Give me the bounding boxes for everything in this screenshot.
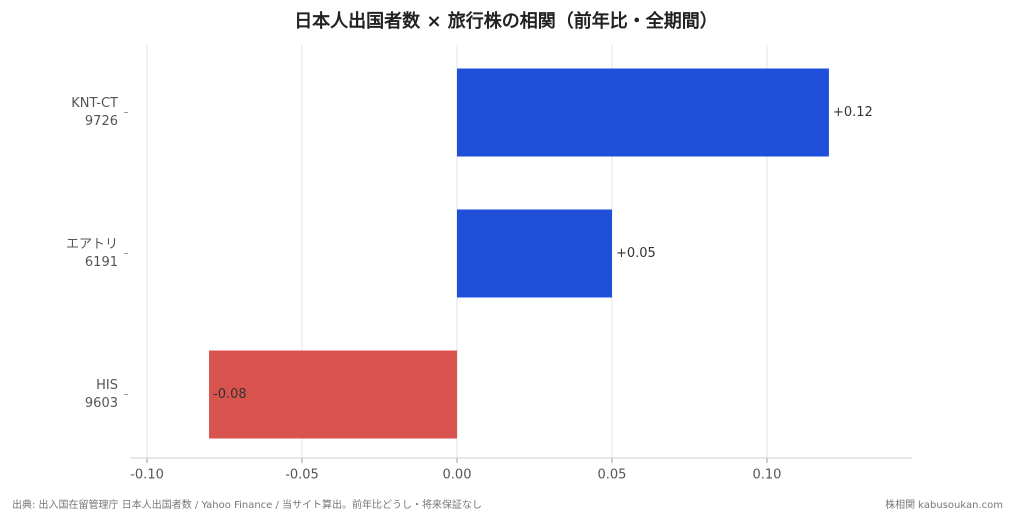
y-tick-label: HIS bbox=[96, 378, 118, 393]
y-tick-label: 9603 bbox=[85, 396, 118, 411]
y-tick-label: 9726 bbox=[85, 114, 118, 129]
chart-title: 日本人出国者数 × 旅行株の相関（前年比・全期間） bbox=[294, 10, 718, 32]
x-tick-label: -0.05 bbox=[285, 468, 319, 483]
value-label: +0.05 bbox=[616, 246, 656, 261]
y-tick-label: KNT-CT bbox=[71, 96, 118, 111]
bar bbox=[209, 350, 457, 439]
value-label: -0.08 bbox=[213, 387, 247, 402]
brand: 株相関 kabusoukan.com bbox=[885, 498, 1003, 511]
y-tick-label: エアトリ bbox=[66, 237, 118, 252]
x-tick-label: -0.10 bbox=[130, 468, 164, 483]
x-tick-label: 0.00 bbox=[443, 468, 472, 483]
source-note: 出典: 出入国在留管理庁 日本人出国者数 / Yahoo Finance / 当… bbox=[12, 498, 482, 511]
x-tick-label: 0.10 bbox=[752, 468, 781, 483]
x-tick-label: 0.05 bbox=[597, 468, 626, 483]
value-label: +0.12 bbox=[833, 105, 873, 120]
bar bbox=[456, 209, 612, 298]
bar bbox=[456, 68, 829, 157]
y-tick-label: 6191 bbox=[85, 255, 118, 270]
